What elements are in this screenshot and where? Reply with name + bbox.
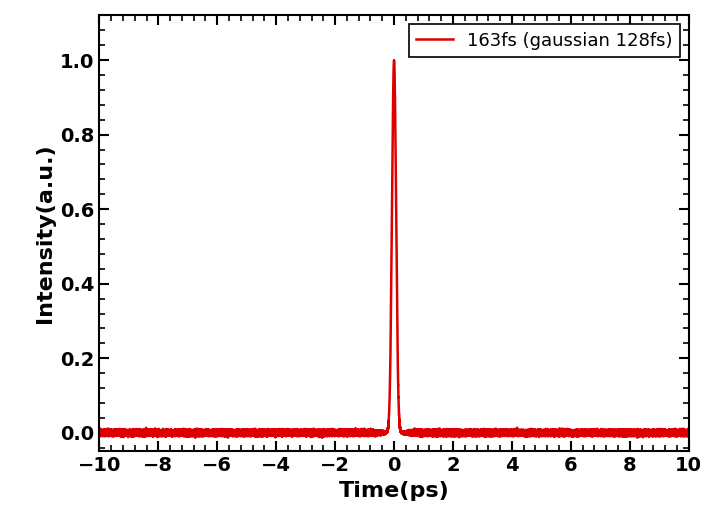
163fs (gaussian 128fs) (390, 57, 398, 63)
Legend: 163fs (gaussian 128fs): 163fs (gaussian 128fs) (409, 25, 679, 57)
Y-axis label: Intensity(a.u.): Intensity(a.u.) (35, 144, 55, 323)
163fs (gaussian 128fs) (531, 428, 540, 435)
Line: 163fs (gaussian 128fs): 163fs (gaussian 128fs) (99, 60, 689, 438)
163fs (gaussian 128fs) (684, 431, 693, 437)
163fs (gaussian 128fs) (360, 428, 368, 435)
163fs (gaussian 128fs) (221, 431, 229, 437)
X-axis label: Time(ps): Time(ps) (339, 481, 449, 501)
163fs (gaussian 128fs) (667, 428, 676, 435)
163fs (gaussian 128fs) (191, 435, 200, 441)
163fs (gaussian 128fs) (95, 429, 104, 436)
163fs (gaussian 128fs) (165, 430, 173, 437)
163fs (gaussian 128fs) (130, 429, 138, 436)
